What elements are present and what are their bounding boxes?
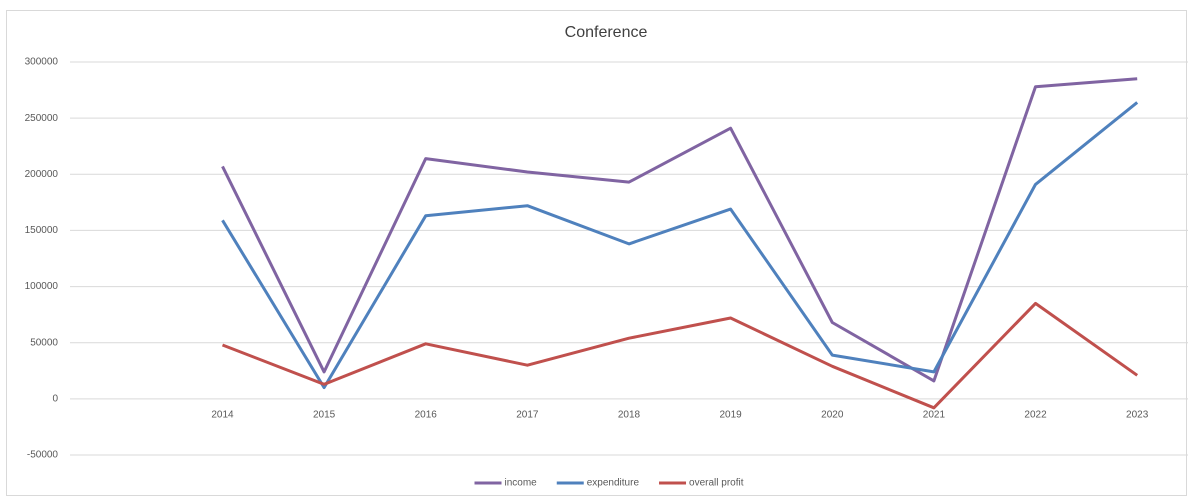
y-tick-label: 200000 [25, 169, 59, 180]
line-series [221, 101, 1139, 390]
x-tick-label: 2019 [720, 409, 743, 420]
legend-label: expenditure [587, 478, 640, 489]
y-tick-label: 250000 [25, 113, 59, 124]
legend-label: income [505, 478, 538, 489]
x-tick-label: 2021 [923, 409, 946, 420]
legend-label: overall profit [689, 478, 744, 489]
line-series [221, 77, 1138, 383]
y-tick-label: 0 [52, 393, 58, 404]
line-series [221, 301, 1139, 410]
x-tick-label: 2023 [1126, 409, 1149, 420]
chart-border [6, 10, 1187, 496]
y-tick-label: 150000 [25, 225, 59, 236]
y-tick-label: 100000 [25, 281, 59, 292]
y-tick-label: 300000 [25, 57, 59, 68]
x-tick-label: 2016 [415, 409, 438, 420]
x-tick-label: 2014 [211, 409, 234, 420]
x-tick-label: 2022 [1024, 409, 1047, 420]
y-tick-label: 50000 [30, 337, 58, 348]
x-tick-label: 2017 [516, 409, 539, 420]
x-tick-label: 2015 [313, 409, 336, 420]
y-tick-label: -50000 [27, 450, 59, 461]
x-tick-label: 2018 [618, 409, 641, 420]
x-tick-label: 2020 [821, 409, 844, 420]
chart-title: Conference [565, 24, 648, 41]
